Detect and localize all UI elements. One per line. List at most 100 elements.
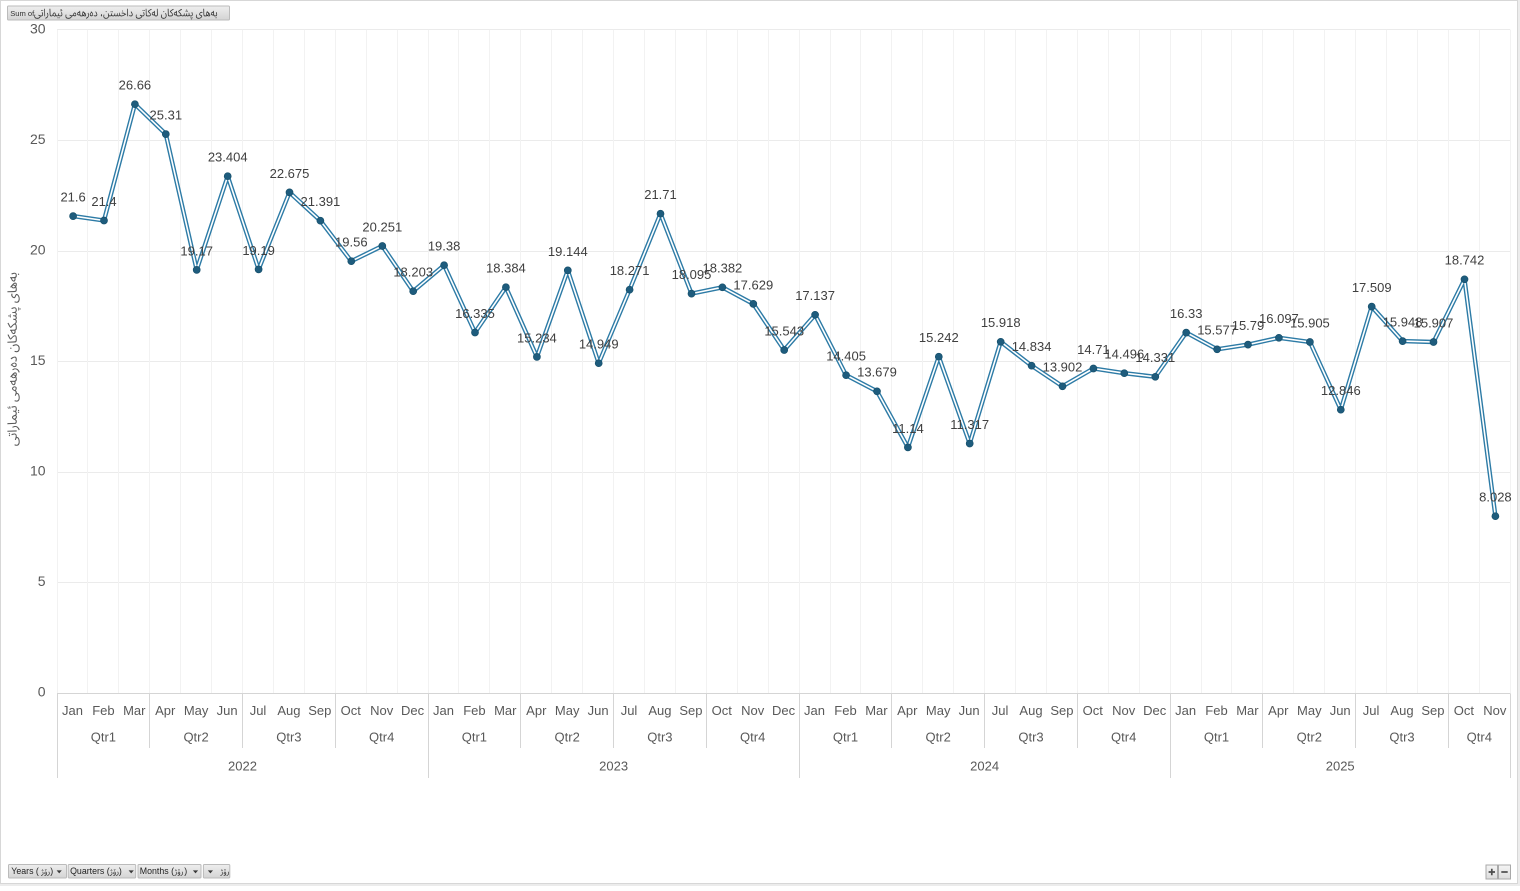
svg-text:15.543: 15.543 [764, 323, 804, 338]
svg-text:Apr: Apr [155, 703, 176, 718]
svg-text:Qtr3: Qtr3 [1389, 730, 1414, 745]
svg-text:14.405: 14.405 [826, 349, 866, 364]
svg-text:2022: 2022 [228, 759, 257, 774]
svg-text:Jan: Jan [1175, 703, 1196, 718]
svg-text:15.907: 15.907 [1414, 315, 1454, 330]
svg-text:21.71: 21.71 [644, 187, 677, 202]
svg-text:Dec: Dec [401, 703, 425, 718]
svg-text:Dec: Dec [772, 703, 796, 718]
svg-text:15: 15 [30, 352, 46, 368]
svg-text:Qtr3: Qtr3 [276, 730, 301, 745]
svg-text:Qtr1: Qtr1 [833, 730, 858, 745]
svg-text:15.234: 15.234 [517, 330, 557, 345]
svg-text:25: 25 [30, 131, 46, 147]
svg-text:Nov: Nov [370, 703, 394, 718]
svg-text:Nov: Nov [1112, 703, 1136, 718]
svg-text:14.949: 14.949 [579, 337, 619, 352]
svg-text:16.33: 16.33 [1170, 306, 1203, 321]
svg-text:2025: 2025 [1326, 759, 1355, 774]
svg-text:19.56: 19.56 [335, 235, 368, 250]
svg-text:Jan: Jan [62, 703, 83, 718]
svg-text:Apr: Apr [897, 703, 918, 718]
svg-text:Mar: Mar [865, 703, 888, 718]
svg-text:19.144: 19.144 [548, 244, 588, 259]
svg-text:23.404: 23.404 [208, 150, 248, 165]
svg-text:Jul: Jul [621, 703, 638, 718]
svg-text:17.509: 17.509 [1352, 280, 1392, 295]
svg-text:Feb: Feb [92, 703, 114, 718]
svg-text:May: May [184, 703, 209, 718]
svg-text:Quarters (: Quarters ( [70, 866, 110, 876]
svg-text:Feb: Feb [834, 703, 856, 718]
svg-text:Sep: Sep [308, 703, 331, 718]
svg-text:): ) [184, 866, 187, 876]
svg-text:22.675: 22.675 [270, 166, 310, 181]
svg-text:14.331: 14.331 [1135, 350, 1175, 365]
svg-text:Jun: Jun [1330, 703, 1351, 718]
svg-text:Sep: Sep [1050, 703, 1073, 718]
svg-text:8.028: 8.028 [1479, 490, 1512, 505]
svg-text:Qtr1: Qtr1 [91, 730, 116, 745]
svg-text:0: 0 [38, 684, 46, 700]
svg-text:Qtr2: Qtr2 [555, 730, 580, 745]
svg-text:13.679: 13.679 [857, 365, 897, 380]
svg-text:Sep: Sep [1421, 703, 1444, 718]
svg-text:5: 5 [38, 573, 46, 589]
svg-text:Qtr2: Qtr2 [926, 730, 951, 745]
svg-text:Jan: Jan [804, 703, 825, 718]
svg-text:Qtr2: Qtr2 [1297, 730, 1322, 745]
svg-text:15.577: 15.577 [1197, 323, 1237, 338]
svg-text:Oct: Oct [1454, 703, 1475, 718]
svg-text:May: May [926, 703, 951, 718]
svg-text:15.905: 15.905 [1290, 315, 1330, 330]
svg-text:Qtr4: Qtr4 [369, 730, 394, 745]
svg-text:Jul: Jul [1363, 703, 1380, 718]
svg-text:11.317: 11.317 [950, 417, 989, 432]
svg-text:Mar: Mar [494, 703, 517, 718]
svg-text:18.382: 18.382 [703, 261, 743, 276]
svg-text:Aug: Aug [648, 703, 671, 718]
svg-text:21.6: 21.6 [60, 190, 85, 205]
svg-text:Oct: Oct [1083, 703, 1104, 718]
svg-text:19.38: 19.38 [428, 239, 461, 254]
svg-text:18.095: 18.095 [672, 267, 712, 282]
svg-text:Qtr3: Qtr3 [647, 730, 672, 745]
svg-text:): ) [50, 866, 53, 876]
svg-text:10: 10 [30, 463, 46, 479]
svg-text:): ) [119, 866, 122, 876]
svg-text:Nov: Nov [1483, 703, 1507, 718]
svg-text:Qtr4: Qtr4 [740, 730, 765, 745]
svg-text:Jun: Jun [959, 703, 980, 718]
svg-text:16.335: 16.335 [455, 306, 495, 321]
svg-text:Feb: Feb [1205, 703, 1227, 718]
svg-text:Qtr4: Qtr4 [1467, 730, 1492, 745]
svg-text:Sep: Sep [679, 703, 702, 718]
svg-text:Apr: Apr [1268, 703, 1289, 718]
svg-text:Sum of: Sum of [10, 9, 35, 18]
svg-text:Qtr1: Qtr1 [1204, 730, 1229, 745]
svg-text:20: 20 [30, 242, 46, 258]
svg-text:Oct: Oct [341, 703, 362, 718]
svg-text:17.137: 17.137 [795, 288, 835, 303]
svg-text:26.66: 26.66 [119, 78, 152, 93]
svg-text:May: May [555, 703, 580, 718]
svg-text:Mar: Mar [1236, 703, 1259, 718]
svg-text:Feb: Feb [463, 703, 485, 718]
svg-text:Nov: Nov [741, 703, 765, 718]
svg-text:Jul: Jul [250, 703, 267, 718]
svg-text:Qtr2: Qtr2 [183, 730, 208, 745]
svg-text:Qtr3: Qtr3 [1018, 730, 1043, 745]
svg-text:11.14: 11.14 [892, 421, 924, 436]
svg-text:Jul: Jul [992, 703, 1009, 718]
svg-text:May: May [1297, 703, 1322, 718]
svg-text:Oct: Oct [712, 703, 733, 718]
svg-text:18.742: 18.742 [1445, 253, 1485, 268]
svg-text:19.17: 19.17 [180, 243, 213, 258]
svg-text:18.384: 18.384 [486, 261, 526, 276]
svg-text:17.629: 17.629 [733, 277, 773, 292]
svg-text:Qtr4: Qtr4 [1111, 730, 1136, 745]
svg-text:Qtr1: Qtr1 [462, 730, 487, 745]
svg-text:12.846: 12.846 [1321, 383, 1361, 398]
svg-text:13.902: 13.902 [1043, 360, 1083, 375]
svg-text:14.834: 14.834 [1012, 339, 1052, 354]
